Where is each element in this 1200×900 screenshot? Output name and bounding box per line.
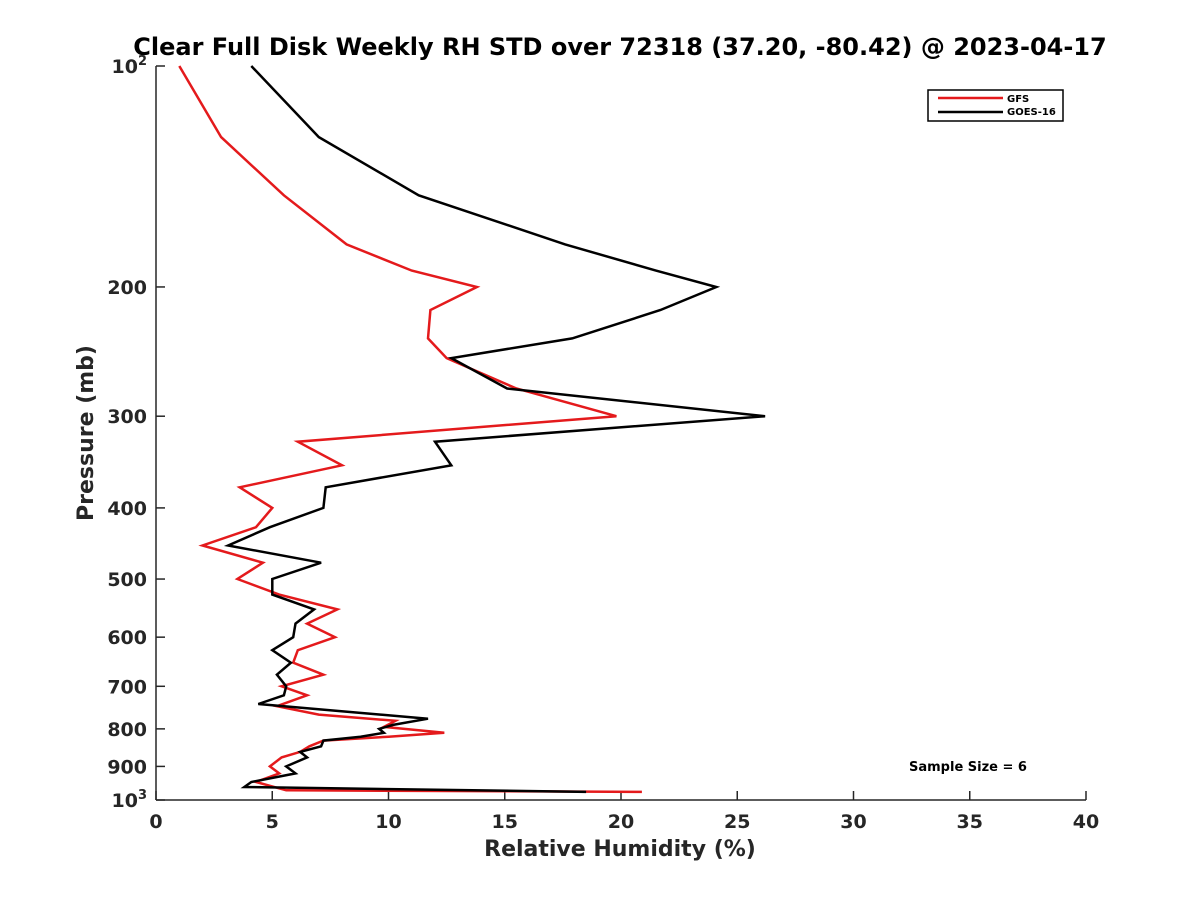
y-tick-label: 400	[107, 498, 147, 520]
x-tick-label: 0	[149, 811, 162, 833]
x-tick-label: 10	[375, 811, 401, 833]
y-tick-label-base: 400	[107, 498, 147, 520]
y-axis-label: Pressure (mb)	[74, 345, 99, 521]
axes: 0 5 10 15 20 25 30 35 40102200300400500600700800…	[107, 54, 1099, 833]
x-axis-label: Relative Humidity (%)	[484, 837, 756, 862]
x-tick-label: 25	[724, 811, 750, 833]
legend-label-gfs: GFS	[1007, 94, 1029, 105]
legend-box	[927, 89, 1064, 122]
y-tick-label: 600	[107, 627, 147, 649]
x-tick-label: 15	[492, 811, 518, 833]
x-tick-label: 35	[957, 811, 983, 833]
y-tick-label-base: 500	[107, 569, 147, 591]
x-tick-label: 30	[840, 811, 866, 833]
y-tick-label-base: 600	[107, 627, 147, 649]
y-tick-label-base: 10	[112, 56, 138, 78]
y-tick-label: 300	[107, 406, 147, 428]
legend: GFS GOES-16	[927, 89, 1064, 122]
x-tick-label: 40	[1073, 811, 1099, 833]
y-tick-label-base: 10	[112, 790, 138, 812]
y-tick-label-base: 900	[107, 756, 147, 778]
x-tick-label: 20	[608, 811, 634, 833]
y-tick-label: 102	[112, 54, 148, 78]
y-tick-label: 700	[107, 676, 147, 698]
y-tick-label-base: 700	[107, 676, 147, 698]
y-tick-label-exponent: 2	[138, 54, 147, 69]
y-tick-label: 103	[112, 788, 148, 812]
x-tick-label: 5	[266, 811, 279, 833]
legend-label-goes16: GOES-16	[1007, 107, 1056, 118]
series-layer	[178, 65, 766, 794]
y-tick-label-base: 800	[107, 719, 147, 741]
series-line-gfs	[178, 65, 642, 794]
y-tick-label-base: 300	[107, 406, 147, 428]
y-tick-label-exponent: 3	[138, 788, 147, 803]
y-tick-label: 900	[107, 756, 147, 778]
y-tick-label: 500	[107, 569, 147, 591]
y-tick-label-base: 200	[107, 277, 147, 299]
series-line-goes16	[223, 65, 766, 794]
y-tick-label: 800	[107, 719, 147, 741]
sample-size-annotation: Sample Size = 6	[909, 760, 1027, 775]
chart-title: Clear Full Disk Weekly RH STD over 72318…	[133, 33, 1106, 61]
y-tick-label: 200	[107, 277, 147, 299]
